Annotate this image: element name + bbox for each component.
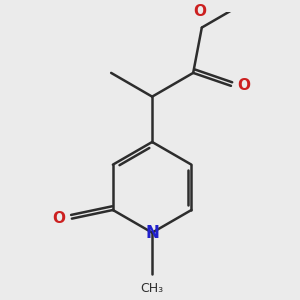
Text: O: O <box>52 211 65 226</box>
Text: N: N <box>145 224 159 242</box>
Text: O: O <box>193 4 206 19</box>
Text: O: O <box>237 78 250 93</box>
Text: CH₃: CH₃ <box>141 282 164 295</box>
